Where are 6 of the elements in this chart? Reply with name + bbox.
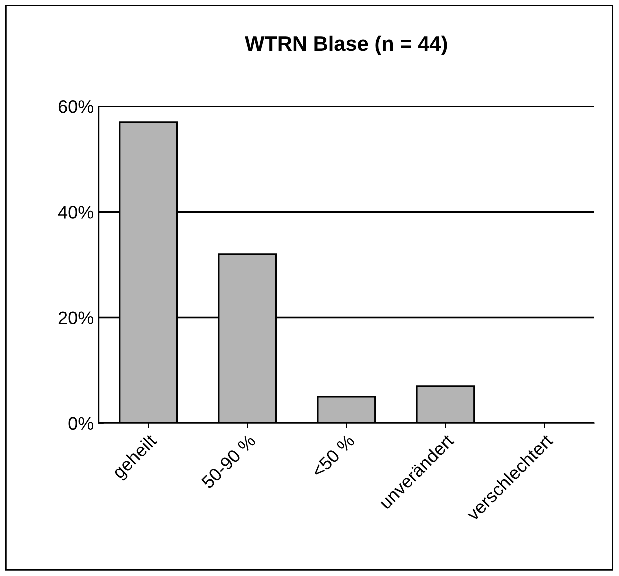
x-tick-label: <50 % [311,434,356,478]
y-tick-label: 60% [58,100,94,114]
y-tick-label: 20% [58,312,94,324]
y-tick-label: 40% [58,206,94,219]
y-tick-label: 0% [68,417,94,430]
chart-title: WTRN Blase (n = 44) [245,36,448,56]
